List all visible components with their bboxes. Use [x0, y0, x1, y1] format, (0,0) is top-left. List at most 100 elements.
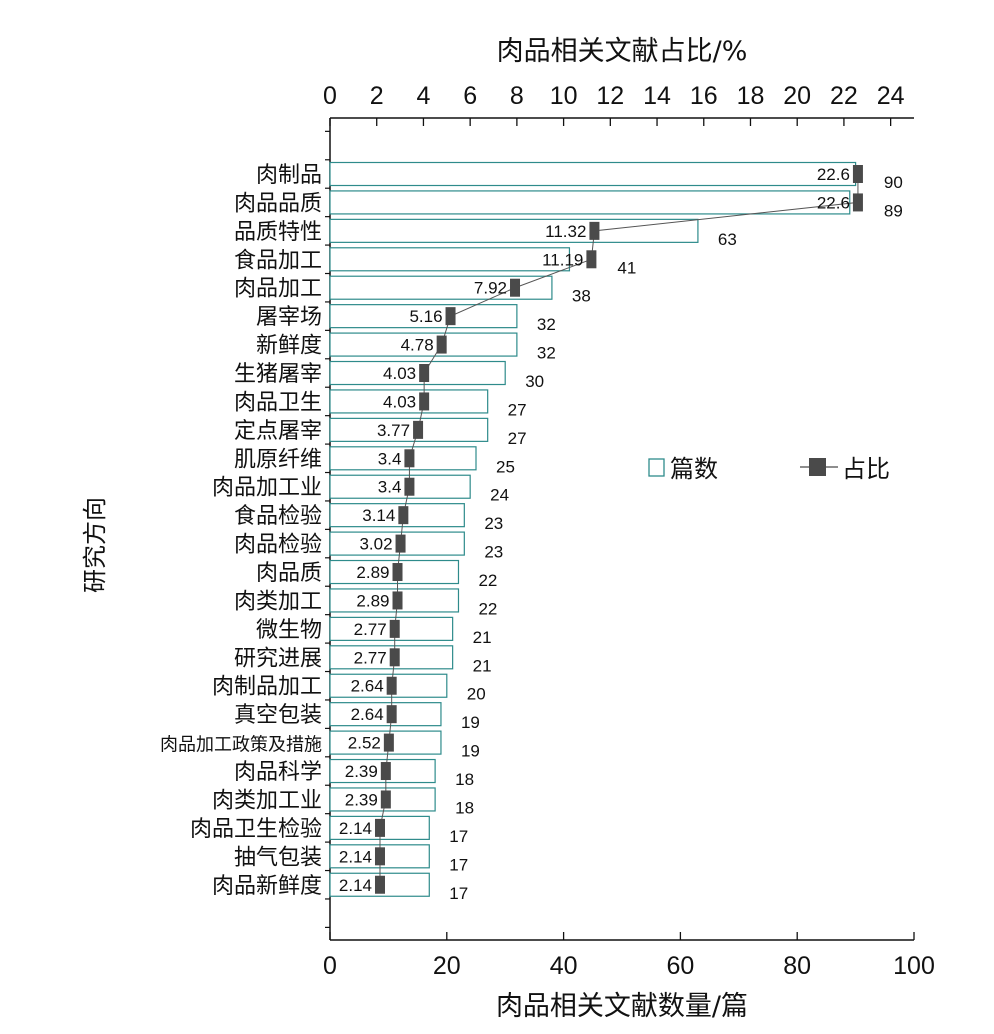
count-label: 18 — [455, 770, 474, 789]
ratio-marker — [374, 847, 385, 866]
ratio-label: 11.32 — [545, 222, 586, 241]
ratio-label: 2.14 — [339, 847, 372, 866]
ratio-line-group: 22.6 22.6 11.32 11.19 7.92 5.16 4.78 4.03 4.03 3.… — [339, 165, 863, 895]
count-label: 17 — [449, 827, 468, 846]
ratio-label: 22.6 — [817, 165, 850, 184]
ratio-label: 2.39 — [345, 762, 378, 781]
count-label: 63 — [718, 230, 737, 249]
bar — [329, 503, 465, 528]
category-label: 肉品新鲜度 — [212, 874, 322, 899]
ratio-label: 3.77 — [377, 421, 410, 440]
count-label: 21 — [473, 628, 492, 647]
top-tick-label: 2 — [370, 82, 384, 110]
category-label: 定点屠宰 — [234, 419, 322, 444]
bar — [329, 161, 857, 187]
ratio-marker — [852, 193, 863, 212]
top-tick-label: 0 — [323, 82, 337, 110]
ratio-marker — [852, 165, 863, 183]
y-axis-title: 研究方向 — [81, 497, 109, 593]
ratio-marker — [389, 619, 400, 638]
category-label: 真空包装 — [234, 703, 322, 728]
ratio-label: 5.16 — [409, 307, 442, 326]
count-label: 27 — [508, 400, 527, 419]
bar — [329, 218, 699, 243]
count-label: 30 — [525, 372, 544, 391]
ratio-marker — [419, 364, 430, 383]
count-label: 23 — [484, 543, 503, 562]
category-label: 肉品加工政策及措施 — [160, 735, 322, 756]
bottom-tick-label: 100 — [893, 952, 935, 980]
top-tick-label: 4 — [416, 82, 430, 110]
bar — [329, 474, 471, 499]
bar — [329, 417, 489, 442]
category-label: 微生物 — [256, 618, 322, 643]
category-label: 肉品检验 — [234, 533, 322, 558]
top-tick-label: 24 — [877, 82, 905, 110]
ratio-marker — [395, 534, 406, 553]
category-label: 品质特性 — [234, 220, 322, 245]
count-label: 32 — [537, 344, 556, 363]
y-ticks — [325, 130, 330, 928]
category-label: 肉品卫生 — [234, 390, 322, 415]
bar — [329, 247, 571, 272]
ratio-marker — [374, 875, 385, 894]
ratio-marker — [392, 563, 403, 582]
ratio-marker — [404, 449, 415, 468]
count-label: 24 — [490, 486, 509, 505]
ratio-label: 2.14 — [339, 876, 372, 895]
ratio-label: 4.78 — [401, 336, 434, 355]
ratio-marker — [445, 307, 456, 326]
ratio-label: 3.4 — [378, 478, 402, 497]
category-label: 肌原纤维 — [234, 447, 322, 472]
legend: 篇数 占比 — [648, 455, 890, 483]
count-label: 41 — [617, 258, 636, 277]
category-label: 屠宰场 — [256, 305, 322, 330]
ratio-label: 3.14 — [362, 506, 395, 525]
ratio-marker — [380, 762, 391, 781]
bar — [329, 275, 553, 300]
ratio-label: 7.92 — [474, 279, 507, 298]
ratio-marker — [386, 705, 397, 724]
count-label: 89 — [884, 201, 903, 220]
ratio-marker — [419, 392, 430, 411]
ratio-marker — [586, 250, 597, 269]
ratio-label: 22.6 — [817, 193, 850, 212]
category-label: 肉制品加工 — [212, 675, 322, 700]
count-label: 22 — [478, 571, 497, 590]
category-label: 新鲜度 — [256, 334, 322, 359]
ratio-marker — [436, 335, 447, 354]
top-tick-label: 20 — [783, 82, 811, 110]
ratio-label: 4.03 — [383, 364, 416, 383]
bottom-tick-label: 60 — [666, 952, 694, 980]
top-tick-label: 18 — [737, 82, 765, 110]
bar — [329, 360, 506, 386]
top-tick-label: 6 — [463, 82, 477, 110]
count-label: 90 — [884, 173, 903, 192]
ratio-marker — [380, 790, 391, 809]
category-label: 肉制品 — [256, 163, 322, 188]
count-label: 18 — [455, 798, 474, 817]
count-label: 21 — [473, 656, 492, 675]
ratio-marker — [589, 221, 600, 240]
ratio-label: 2.89 — [356, 563, 389, 582]
bar — [329, 389, 489, 414]
ratio-label: 2.52 — [348, 734, 381, 753]
ratio-marker — [389, 648, 400, 667]
top-axis-title: 肉品相关文献占比/% — [497, 36, 748, 67]
bottom-tick-label: 40 — [550, 952, 578, 980]
ratio-label: 11.19 — [542, 250, 583, 269]
count-label: 32 — [537, 315, 556, 334]
bar — [329, 190, 851, 215]
ratio-label: 2.77 — [354, 620, 387, 639]
top-tick-label: 10 — [550, 82, 578, 110]
top-tick-label: 16 — [690, 82, 718, 110]
bar — [329, 304, 518, 329]
ratio-label: 2.64 — [351, 705, 384, 724]
count-label: 19 — [461, 742, 480, 761]
category-label: 肉品品质 — [234, 191, 322, 216]
count-label: 17 — [449, 855, 468, 874]
ratio-label: 2.14 — [339, 819, 372, 838]
legend-swatch-count — [648, 458, 665, 477]
bar — [329, 702, 442, 727]
